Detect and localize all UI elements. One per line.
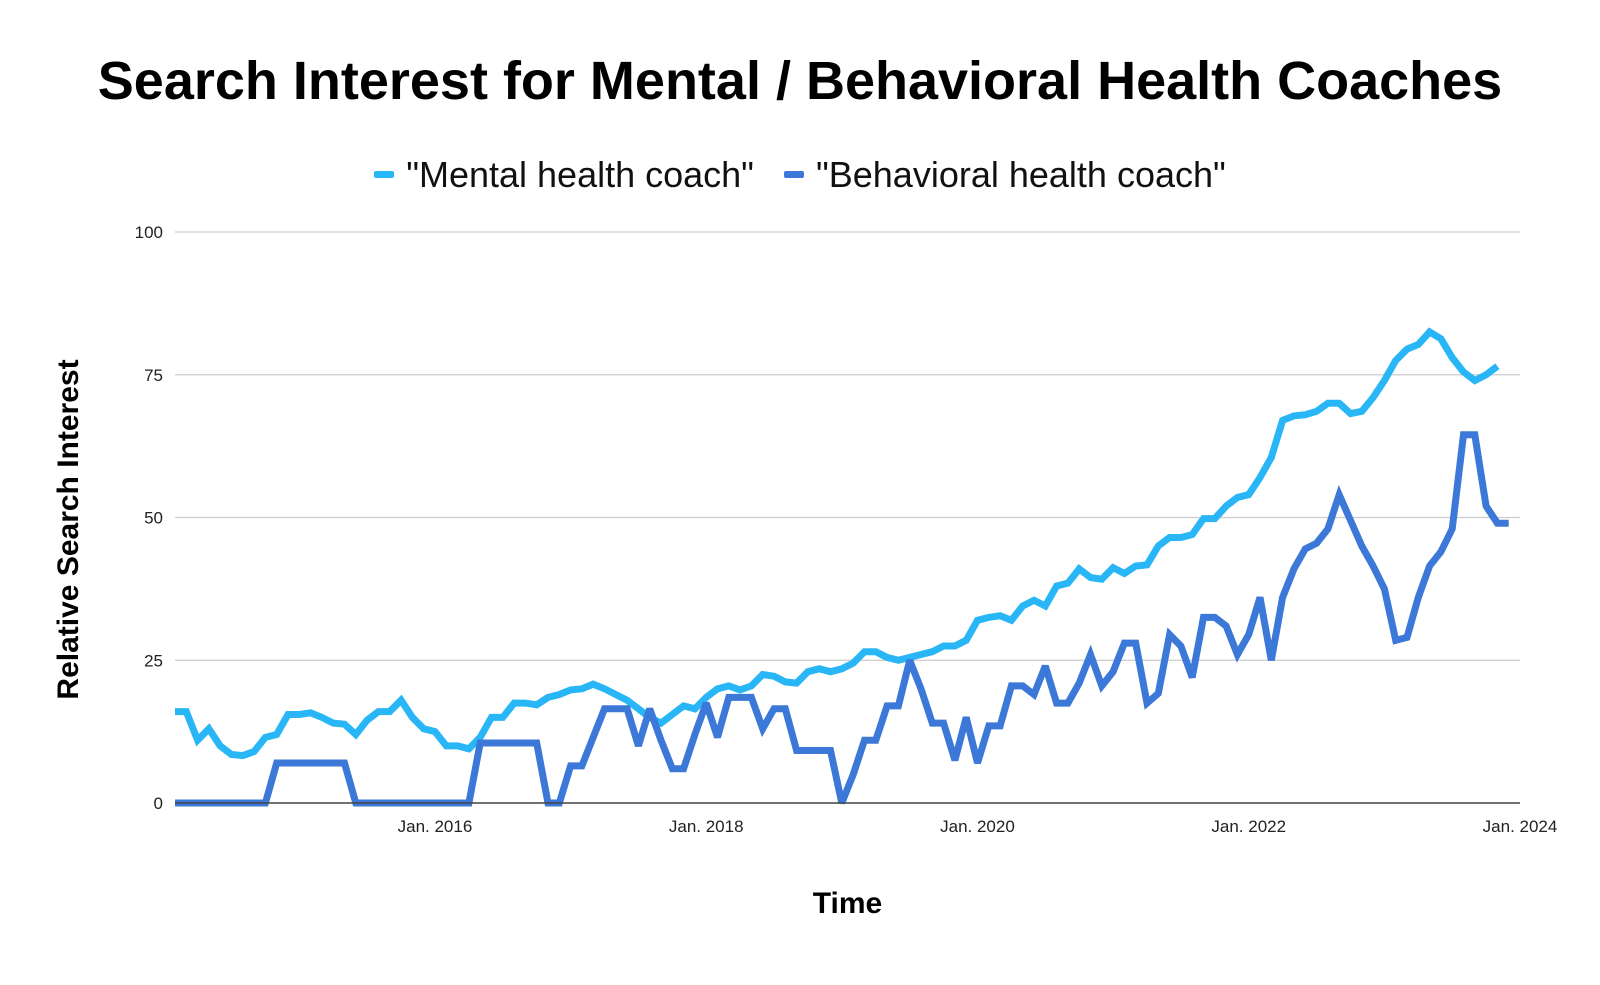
legend-item-behavioral-health-coach: "Behavioral health coach" [783,153,1226,196]
legend-label-behavioral: "Behavioral health coach" [815,153,1226,195]
legend-item-mental-health-coach: "Mental health coach" [374,154,754,196]
legend-label-mental: "Mental health coach" [406,153,754,195]
x-tick-label: Jan. 2022 [1211,817,1286,836]
x-tick-label: Jan. 2018 [669,817,744,836]
legend: "Mental health coach" "Behavioral health… [0,145,1600,196]
y-tick-label: 25 [144,651,163,670]
x-axis-ticks: Jan. 2016 Jan. 2018 Jan. 2020 Jan. 2022 Jan.… [398,817,1558,836]
y-axis-ticks: 0 25 50 75 100 [135,223,163,813]
gridlines [175,231,1520,661]
series-line-0 [175,327,1500,760]
legend-swatch-behavioral [783,171,804,178]
x-tick-label: Jan. 2016 [398,817,473,836]
y-axis-title: Relative Search Interest [52,359,85,699]
series-line-1 [175,431,1509,807]
chart-title: Search Interest for Mental / Behavioral … [97,51,1503,111]
series-lines [175,327,1509,807]
y-tick-label: 100 [135,223,163,242]
x-tick-label: Jan. 2020 [940,817,1015,836]
y-tick-label: 0 [154,794,163,813]
x-axis-title: Time [813,887,882,920]
y-tick-label: 75 [144,366,163,385]
y-tick-label: 50 [144,509,163,528]
legend-swatch-mental [374,171,395,178]
x-tick-label: Jan. 2024 [1483,817,1558,836]
